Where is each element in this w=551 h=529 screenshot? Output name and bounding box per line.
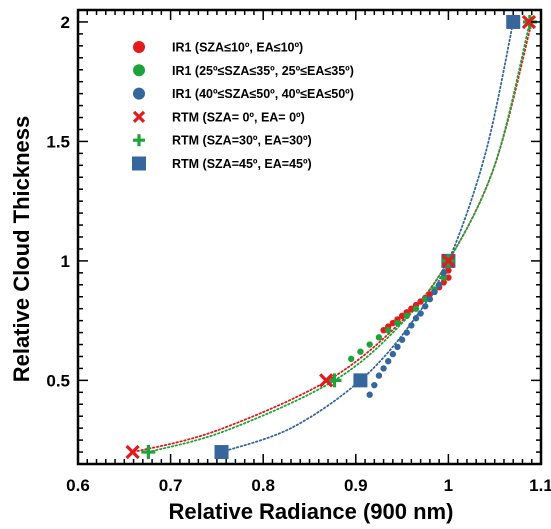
data-point — [394, 319, 401, 327]
tick-labels: 0.6 0.7 0.8 0.9 1 1.1 0.5 1 1.5 2 — [46, 13, 551, 495]
x-axis-title: Relative Radiance (900 nm) — [169, 499, 454, 524]
data-point — [394, 343, 401, 351]
x-tick-label: 0.6 — [66, 476, 90, 495]
fit-curves — [132, 21, 533, 453]
data-point — [408, 305, 415, 312]
x-tick-label: 0.7 — [159, 476, 183, 495]
data-point — [214, 445, 229, 460]
data-point — [347, 355, 355, 363]
legend-label: IR1 (25º≤SZA≤35º, 25º≤EA≤35º) — [172, 64, 354, 78]
legend-label: IR1 (SZA≤10º, EA≤10º) — [172, 41, 303, 55]
data-point — [385, 326, 392, 334]
data-point — [417, 310, 424, 317]
data-point — [389, 350, 397, 358]
y-tick-label: 1 — [61, 252, 70, 271]
data-point — [440, 269, 447, 277]
y-tick-label: 1.5 — [46, 132, 70, 151]
data-point — [380, 365, 387, 372]
legend-marker — [133, 87, 145, 100]
data-point — [319, 373, 334, 388]
legend-label: RTM (SZA=30º, EA=30º) — [172, 134, 312, 148]
data-point — [412, 315, 420, 322]
data-point — [366, 391, 373, 398]
data-point — [422, 295, 429, 303]
data-point — [375, 372, 383, 379]
data-point — [412, 305, 420, 312]
y-axis-title: Relative Cloud Thickness — [9, 116, 34, 383]
fit-curve — [220, 21, 515, 453]
legend-label: RTM (SZA=45º, EA=45º) — [172, 157, 312, 171]
data-point — [375, 334, 383, 341]
legend-label: RTM (SZA= 0º, EA= 0º) — [172, 110, 305, 124]
legend-marker — [133, 134, 145, 147]
data-point — [353, 373, 368, 388]
legend-marker — [132, 156, 146, 171]
data-point — [506, 14, 521, 29]
data-point — [380, 326, 387, 334]
data-point — [441, 253, 456, 269]
legend-label: IR1 (40º≤SZA≤50º, 40º≤EA≤50º) — [172, 87, 354, 101]
legend-marker — [133, 64, 145, 77]
data-point — [389, 319, 397, 327]
x-tick-label: 1 — [444, 476, 453, 495]
data-point — [403, 312, 410, 320]
data-point — [445, 274, 452, 281]
data-point — [371, 381, 378, 389]
data-point — [403, 329, 410, 336]
x-tick-label: 0.8 — [251, 476, 275, 495]
data-point — [435, 281, 443, 288]
legend: IR1 (SZA≤10º, EA≤10º) IR1 (25º≤SZA≤35º, 2… — [132, 41, 354, 171]
data-point — [366, 341, 373, 348]
axis-ticks — [77, 9, 542, 465]
x-tick-label: 0.9 — [344, 476, 368, 495]
legend-marker — [133, 41, 145, 53]
fit-curve — [147, 21, 531, 453]
data-point — [385, 358, 392, 365]
data-point — [141, 445, 156, 460]
data-point — [440, 274, 447, 281]
plot-frame — [76, 8, 543, 466]
data-point — [426, 295, 434, 303]
data-point — [398, 312, 406, 320]
x-tick-label: 1.1 — [529, 476, 551, 495]
data-point — [398, 336, 406, 343]
data-point — [422, 303, 429, 310]
data-point — [357, 348, 364, 355]
y-tick-label: 2 — [61, 13, 70, 32]
data-point — [125, 444, 140, 460]
data-point — [431, 288, 438, 296]
y-tick-label: 0.5 — [46, 371, 70, 390]
data-point — [327, 373, 342, 388]
legend-marker — [132, 110, 146, 124]
data-point — [408, 322, 415, 329]
data-points — [125, 14, 537, 460]
data-point — [521, 14, 537, 30]
